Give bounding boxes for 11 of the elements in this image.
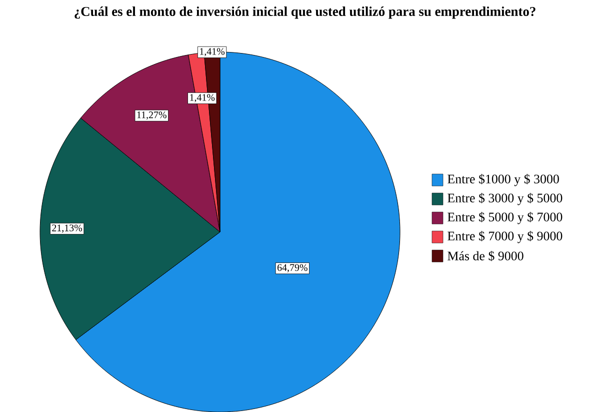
data-label: 1,41%	[200, 48, 225, 56]
legend-label: Entre $ 3000 y $ 5000	[448, 192, 562, 206]
legend-label: Entre $ 7000 y $ 9000	[448, 230, 562, 244]
chart-title: ¿Cuál es el monto de inversión inicial que usted utilizó para su emprendimiento?	[74, 6, 536, 19]
legend-label: Entre $ 5000 y $ 7000	[448, 212, 562, 224]
legend-label: Más de $ 9000	[448, 250, 524, 262]
data-label: 64,79%	[277, 264, 308, 272]
data-label: 11,27%	[137, 112, 166, 120]
data-label: 21,13%	[52, 224, 82, 233]
legend-label: Entre $1000 y $ 3000	[448, 174, 559, 186]
data-label: 1,41%	[190, 94, 215, 102]
